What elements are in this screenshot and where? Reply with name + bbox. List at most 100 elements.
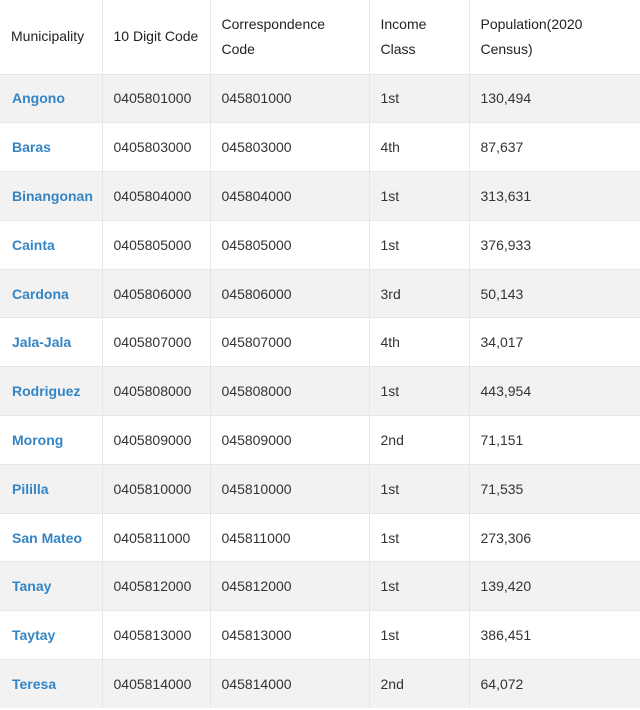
municipality-cell: Binangonan xyxy=(0,171,103,221)
population-cell: 273,306 xyxy=(469,512,640,562)
ten-digit-code-cell: 0405805000 xyxy=(102,219,211,270)
municipality-link[interactable]: Baras xyxy=(12,139,51,156)
ten-digit-code-cell: 0405807000 xyxy=(102,317,211,367)
ten-digit-code-cell: 0405801000 xyxy=(102,73,211,123)
correspondence-code-cell: 045809000 xyxy=(210,415,370,465)
table-row: Teresa 0405814000 045814000 2nd 64,072 xyxy=(0,659,640,709)
table-row: Rodriguez 0405808000 045808000 1st 443,954 xyxy=(0,366,640,416)
population-cell: 87,637 xyxy=(469,122,640,172)
municipality-link[interactable]: Morong xyxy=(12,431,64,448)
header-row: Municipality 10 Digit Code Correspondenc… xyxy=(0,0,640,74)
income-class-cell: 1st xyxy=(369,73,470,123)
municipality-link[interactable]: Pililla xyxy=(12,480,49,497)
population-cell: 50,143 xyxy=(469,268,640,318)
correspondence-code-cell: 045808000 xyxy=(210,366,370,416)
municipality-cell: Baras xyxy=(0,122,103,172)
correspondence-code-cell: 045812000 xyxy=(210,561,370,611)
municipality-link[interactable]: Cainta xyxy=(12,236,55,253)
income-class-cell: 1st xyxy=(369,463,470,514)
table-row: Cainta 0405805000 045805000 1st 376,933 xyxy=(0,219,640,270)
correspondence-code-cell: 045806000 xyxy=(210,268,370,318)
income-class-cell: 1st xyxy=(369,366,470,416)
municipality-cell: Cainta xyxy=(0,219,103,270)
header-correspondence-code: Correspondence Code xyxy=(210,0,370,74)
ten-digit-code-cell: 0405806000 xyxy=(102,268,211,318)
municipality-link[interactable]: Rodriguez xyxy=(12,383,81,400)
correspondence-code-cell: 045810000 xyxy=(210,463,370,514)
municipality-cell: Angono xyxy=(0,73,103,123)
correspondence-code-cell: 045814000 xyxy=(210,659,370,709)
correspondence-code-cell: 045803000 xyxy=(210,122,370,172)
ten-digit-code-cell: 0405810000 xyxy=(102,463,211,514)
income-class-cell: 3rd xyxy=(369,268,470,318)
municipality-cell: Teresa xyxy=(0,659,103,709)
income-class-cell: 2nd xyxy=(369,415,470,465)
table-row: San Mateo 0405811000 045811000 1st 273,306 xyxy=(0,512,640,562)
income-class-cell: 1st xyxy=(369,219,470,270)
municipality-link[interactable]: Cardona xyxy=(12,285,69,302)
table-row: Morong 0405809000 045809000 2nd 71,151 xyxy=(0,415,640,465)
population-cell: 386,451 xyxy=(469,610,640,660)
income-class-cell: 4th xyxy=(369,317,470,367)
income-class-cell: 1st xyxy=(369,512,470,562)
table-row: Pililla 0405810000 045810000 1st 71,535 xyxy=(0,463,640,514)
ten-digit-code-cell: 0405812000 xyxy=(102,561,211,611)
municipality-cell: Jala-Jala xyxy=(0,317,103,367)
header-10-digit-code: 10 Digit Code xyxy=(102,0,211,74)
municipality-link[interactable]: Jala-Jala xyxy=(12,334,72,351)
ten-digit-code-cell: 0405813000 xyxy=(102,610,211,660)
municipality-link[interactable]: Teresa xyxy=(12,676,57,693)
header-municipality: Municipality xyxy=(0,0,103,74)
correspondence-code-cell: 045804000 xyxy=(210,171,370,221)
municipality-link[interactable]: Angono xyxy=(12,90,65,107)
ten-digit-code-cell: 0405808000 xyxy=(102,366,211,416)
table-row: Jala-Jala 0405807000 045807000 4th 34,017 xyxy=(0,317,640,367)
municipality-cell: Cardona xyxy=(0,268,103,318)
table-row: Taytay 0405813000 045813000 1st 386,451 xyxy=(0,610,640,660)
correspondence-code-cell: 045807000 xyxy=(210,317,370,367)
table-row: Angono 0405801000 045801000 1st 130,494 xyxy=(0,73,640,123)
population-cell: 376,933 xyxy=(469,219,640,270)
population-cell: 71,151 xyxy=(469,415,640,465)
table-row: Tanay 0405812000 045812000 1st 139,420 xyxy=(0,561,640,611)
municipality-cell: Pililla xyxy=(0,463,103,514)
population-cell: 443,954 xyxy=(469,366,640,416)
ten-digit-code-cell: 0405814000 xyxy=(102,659,211,709)
table-header: Municipality 10 Digit Code Correspondenc… xyxy=(0,0,640,74)
table-row: Binangonan 0405804000 045804000 1st 313,631 xyxy=(0,171,640,221)
income-class-cell: 1st xyxy=(369,171,470,221)
income-class-cell: 2nd xyxy=(369,659,470,709)
municipality-link[interactable]: San Mateo xyxy=(12,529,83,546)
income-class-cell: 1st xyxy=(369,561,470,611)
table-body: Angono 0405801000 045801000 1st 130,494 Baras… xyxy=(0,73,640,709)
table-row: Baras 0405803000 045803000 4th 87,637 xyxy=(0,122,640,172)
ten-digit-code-cell: 0405811000 xyxy=(102,512,211,562)
municipality-cell: Taytay xyxy=(0,610,103,660)
table-row: Cardona 0405806000 045806000 3rd 50,143 xyxy=(0,268,640,318)
ten-digit-code-cell: 0405804000 xyxy=(102,171,211,221)
correspondence-code-cell: 045811000 xyxy=(210,512,370,562)
correspondence-code-cell: 045805000 xyxy=(210,219,370,270)
municipality-cell: San Mateo xyxy=(0,512,103,562)
municipality-link[interactable]: Taytay xyxy=(12,627,56,644)
correspondence-code-cell: 045801000 xyxy=(210,73,370,123)
ten-digit-code-cell: 0405803000 xyxy=(102,122,211,172)
correspondence-code-cell: 045813000 xyxy=(210,610,370,660)
population-cell: 64,072 xyxy=(469,659,640,709)
municipality-link[interactable]: Tanay xyxy=(12,578,52,595)
municipality-cell: Tanay xyxy=(0,561,103,611)
header-income-class: Income Class xyxy=(369,0,470,74)
population-cell: 139,420 xyxy=(469,561,640,611)
population-cell: 34,017 xyxy=(469,317,640,367)
municipality-cell: Rodriguez xyxy=(0,366,103,416)
population-cell: 313,631 xyxy=(469,171,640,221)
income-class-cell: 4th xyxy=(369,122,470,172)
income-class-cell: 1st xyxy=(369,610,470,660)
municipality-link[interactable]: Binangonan xyxy=(12,187,93,204)
population-cell: 71,535 xyxy=(469,463,640,514)
ten-digit-code-cell: 0405809000 xyxy=(102,415,211,465)
population-cell: 130,494 xyxy=(469,73,640,123)
header-population: Population(2020 Census) xyxy=(469,0,640,74)
municipality-cell: Morong xyxy=(0,415,103,465)
